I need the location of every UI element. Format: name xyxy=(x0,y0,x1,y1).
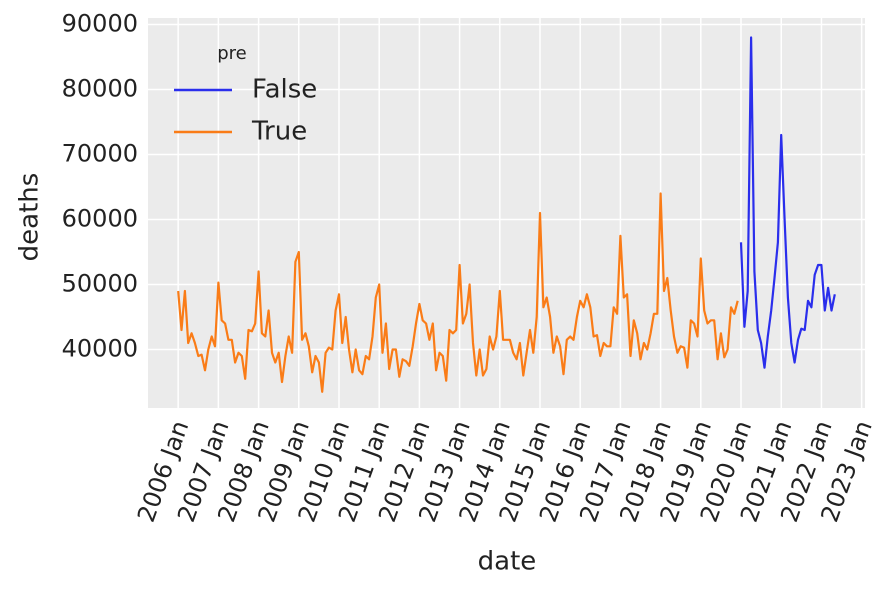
x-axis-label: date xyxy=(478,547,537,577)
legend-label: True xyxy=(251,117,307,147)
y-axis-label: deaths xyxy=(15,173,45,262)
y-tick-label: 40000 xyxy=(62,335,138,363)
series-line xyxy=(739,36,836,369)
y-tick-label: 90000 xyxy=(62,10,138,38)
series-line xyxy=(177,192,739,393)
y-tick-label: 70000 xyxy=(62,140,138,168)
legend-label: False xyxy=(252,75,317,105)
y-tick-label: 50000 xyxy=(62,270,138,298)
y-tick-label: 80000 xyxy=(62,75,138,103)
legend-title: pre xyxy=(217,43,247,64)
grid xyxy=(148,18,865,408)
y-tick-label: 60000 xyxy=(62,205,138,233)
plot-area xyxy=(148,18,865,408)
